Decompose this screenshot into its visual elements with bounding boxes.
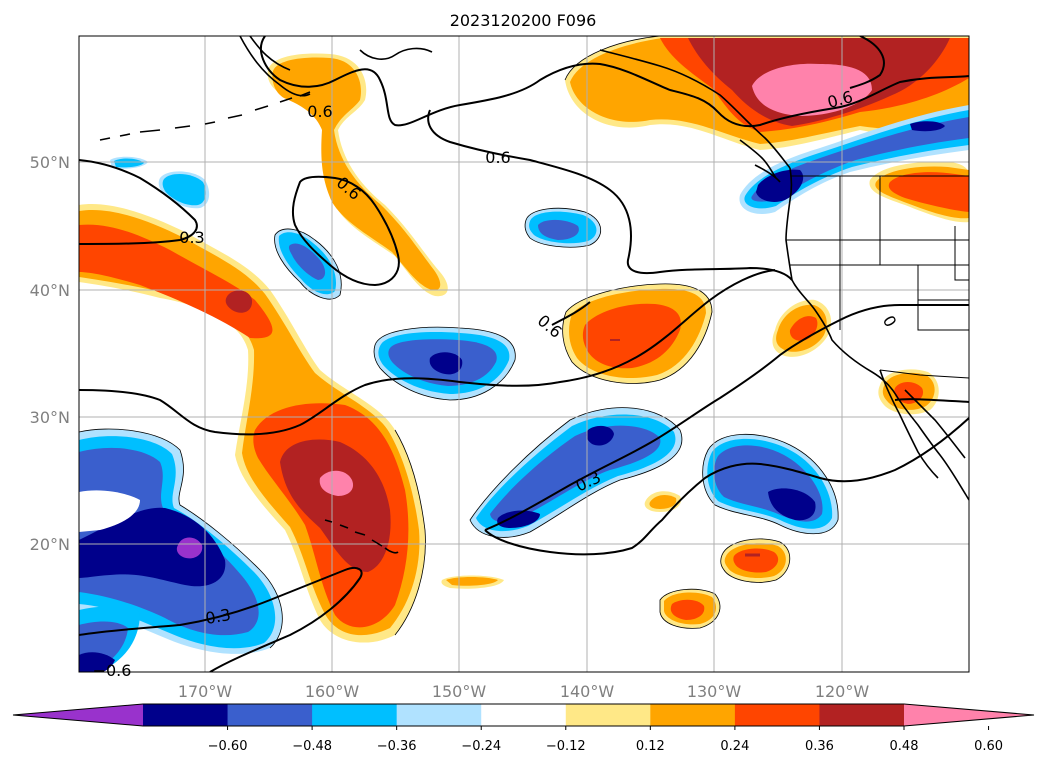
- negative-anomaly-pacific-northwest-band: [739, 105, 969, 215]
- longitude-label: 150°W: [432, 682, 487, 701]
- anomaly-boundary-lines: [79, 36, 839, 649]
- positive-anomaly-california: [772, 299, 832, 357]
- figure-title: 2023120200 F096: [450, 11, 597, 30]
- negative-anomaly-small-cells: [110, 156, 601, 300]
- colorbar-tick-label: −0.36: [377, 739, 417, 754]
- negative-anomaly-subtropical-band: [470, 407, 682, 538]
- positive-anomaly-aleutian-tongue: [267, 53, 448, 297]
- graticule: [79, 36, 969, 672]
- aleutian-islands: [99, 91, 311, 141]
- hawaiian-islands: [324, 519, 399, 554]
- colorbar-cell: [312, 704, 398, 726]
- longitude-label: 140°W: [560, 682, 615, 701]
- map-frame: [78, 35, 970, 673]
- colorbar-tick-label: −0.48: [292, 739, 332, 754]
- latitude-label: 50°N: [30, 153, 70, 172]
- filled-anomaly-contours: [79, 36, 969, 672]
- colorbar-cell: [396, 704, 482, 726]
- longitude-axis-labels: 170°W 160°W 150°W 140°W 130°W 120°W: [178, 682, 870, 701]
- colorbar-tick-label: 0.24: [720, 739, 749, 754]
- colorbar-tick-label: −0.24: [461, 739, 501, 754]
- colorbar-cell: [819, 704, 905, 726]
- colorbar: −0.60 −0.48 −0.36 −0.24 −0.12 0.12 0.24 0.36 0.4…: [12, 703, 1035, 754]
- colorbar-tick-label: 0.48: [890, 739, 919, 754]
- longitude-label: 160°W: [305, 682, 360, 701]
- colorbar-tick-label: −0.60: [208, 739, 248, 754]
- positive-anomaly-small-cells: [441, 491, 790, 629]
- colorbar-tick-label: 0.60: [974, 739, 1003, 754]
- contour-label: 0.6: [485, 148, 510, 167]
- colorbar-outline: [12, 703, 1035, 727]
- colorbar-cell: [565, 704, 651, 726]
- contour-label: 0.6: [307, 102, 332, 121]
- us-mexico-border: [879, 369, 969, 379]
- latitude-label: 40°N: [30, 281, 70, 300]
- contour-label: 0.3: [179, 228, 204, 247]
- us-state-borders: [786, 176, 969, 331]
- colorbar-extend-min: [13, 704, 143, 726]
- negative-anomaly-west-pacific: [79, 429, 283, 672]
- colorbar-cell: [481, 704, 567, 726]
- positive-anomaly-pacific-northwest-interior: [869, 161, 969, 223]
- map-panel: 0.6 0.6 0.6 0.3 0.6 0.6 0.3 0.3 −0.6 0: [78, 35, 970, 680]
- colorbar-cell: [227, 704, 313, 726]
- longitude-label: 130°W: [687, 682, 742, 701]
- positive-anomaly-east-pacific: [562, 283, 712, 384]
- positive-anomaly-central-pacific-band: [79, 204, 426, 643]
- colorbar-tick-label: −0.12: [546, 739, 586, 754]
- latitude-label: 30°N: [30, 408, 70, 427]
- colorbar-tick-label: 0.12: [636, 739, 665, 754]
- black-contour-lines: [79, 36, 969, 672]
- colorbar-cell: [143, 704, 229, 726]
- alaska-coastline: [239, 36, 791, 169]
- contour-label: −0.6: [93, 661, 132, 680]
- north-america-west-coast: [785, 167, 969, 501]
- negative-anomaly-east-subtropics: [702, 434, 839, 534]
- longitude-label: 120°W: [815, 682, 870, 701]
- colorbar-tick-label: 0.36: [805, 739, 834, 754]
- colorbar-cell: [734, 704, 821, 726]
- latitude-label: 20°N: [30, 535, 70, 554]
- vancouver-island: [739, 139, 781, 183]
- contour-label: 0.3: [204, 605, 232, 628]
- latitude-axis-labels: 50°N 40°N 30°N 20°N: [30, 153, 70, 554]
- longitude-label: 170°W: [178, 682, 233, 701]
- colorbar-cell: [650, 704, 736, 726]
- colorbar-extend-max: [904, 704, 1034, 726]
